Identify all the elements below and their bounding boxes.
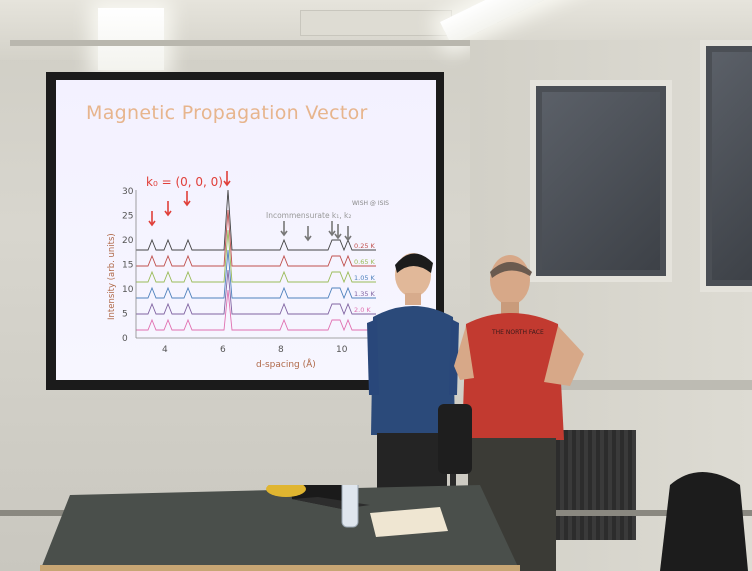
x-tick-label: 10 xyxy=(336,345,348,355)
y-axis-label: Intensity (arb. units) xyxy=(107,233,117,320)
window xyxy=(700,40,752,292)
y-tick-labels: 0 5 10 15 20 25 30 xyxy=(122,187,134,344)
instrument-label: WISH @ ISIS xyxy=(352,200,389,207)
x-tick-label: 6 xyxy=(220,345,226,355)
x-tick-labels: 4 6 8 10 xyxy=(162,345,348,355)
temperature-label: 1.35 K xyxy=(354,290,376,298)
window-sill xyxy=(560,380,752,390)
y-tick-label: 10 xyxy=(122,285,134,295)
peak-arrow xyxy=(334,224,342,240)
diffraction-trace xyxy=(136,249,376,300)
temperature-label: 0.65 K xyxy=(354,258,376,266)
diffraction-trace xyxy=(136,229,376,284)
temperature-label: 0.25 K xyxy=(354,242,376,250)
peak-arrow xyxy=(344,226,352,242)
x-tick-label: 8 xyxy=(278,345,284,355)
x-axis-label: d-spacing (Å) xyxy=(256,358,316,370)
slide-title: Magnetic Propagation Vector xyxy=(86,102,368,124)
diffraction-trace xyxy=(136,189,376,252)
peak-arrows xyxy=(148,171,352,242)
y-tick-label: 0 xyxy=(122,334,128,344)
peak-arrow xyxy=(280,221,288,237)
y-tick-label: 30 xyxy=(122,187,134,197)
diffraction-trace xyxy=(136,209,376,268)
person-right: THE NORTH FACE xyxy=(454,255,584,571)
ceiling-light xyxy=(98,8,164,70)
y-tick-label: 5 xyxy=(122,310,128,320)
chair xyxy=(660,472,748,571)
blue-shirt xyxy=(371,306,455,435)
slide-plot: k₀ = (0, 0, 0) WISH @ ISIS Incommensurat… xyxy=(107,171,389,370)
peak-arrow xyxy=(164,201,172,217)
diffraction-traces xyxy=(136,189,376,332)
peak-arrow xyxy=(148,211,156,227)
peak-arrow xyxy=(223,171,231,187)
screen-rail xyxy=(10,40,530,46)
peak-arrow xyxy=(304,226,312,242)
window xyxy=(530,80,672,282)
incommensurate-label: Incommensurate k₁, k₂ xyxy=(266,211,351,220)
diffraction-trace xyxy=(136,289,376,332)
y-tick-label: 15 xyxy=(122,261,133,271)
yellow-pouch xyxy=(266,485,306,497)
notepad xyxy=(370,507,448,537)
peak-arrow xyxy=(183,191,191,207)
y-tick-label: 20 xyxy=(122,236,134,246)
temperature-label: 2.0 K xyxy=(354,306,371,314)
y-tick-label: 25 xyxy=(122,212,133,222)
peak-arrow xyxy=(328,221,336,237)
temperature-labels: 0.25 K 0.65 K 1.05 K 1.35 K 2.0 K xyxy=(354,242,376,314)
ceiling-panel xyxy=(300,10,452,36)
diffraction-trace xyxy=(136,269,376,316)
x-tick-label: 4 xyxy=(162,345,168,355)
water-bottle xyxy=(341,485,359,528)
red-tshirt xyxy=(462,313,564,440)
temperature-label: 1.05 K xyxy=(354,274,376,282)
tshirt-logo: THE NORTH FACE xyxy=(491,329,544,336)
table xyxy=(40,485,520,571)
k0-label: k₀ = (0, 0, 0) xyxy=(146,175,223,189)
